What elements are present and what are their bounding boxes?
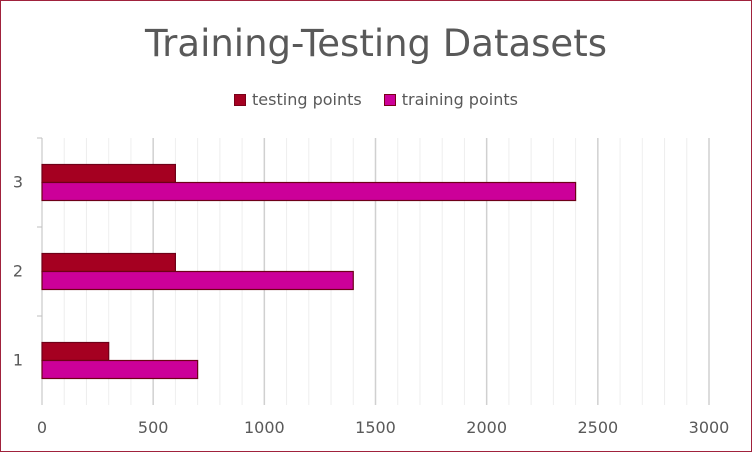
x-tick-label: 2000	[466, 418, 507, 437]
x-tick-label: 2500	[577, 418, 618, 437]
y-tick-label: 3	[13, 173, 23, 192]
x-tick-label: 1000	[244, 418, 285, 437]
chart-legend: testing points training points	[0, 90, 752, 109]
legend-label-testing: testing points	[252, 90, 362, 109]
legend-item-training: training points	[383, 90, 518, 109]
legend-swatch-testing	[234, 93, 247, 106]
y-tick-label: 2	[13, 262, 23, 281]
x-tick-label: 0	[37, 418, 47, 437]
x-tick-label: 500	[138, 418, 169, 437]
chart-title: Training-Testing Datasets	[145, 22, 607, 65]
legend-label-training: training points	[401, 90, 518, 109]
bar-testing-1	[41, 341, 110, 362]
x-tick-label: 1500	[355, 418, 396, 437]
bar-testing-3	[41, 163, 176, 184]
legend-swatch-training	[383, 93, 396, 106]
legend-item-testing: testing points	[234, 90, 362, 109]
bar-training-2	[41, 270, 354, 291]
x-tick-label: 3000	[689, 418, 730, 437]
bar-training-3	[41, 181, 577, 202]
bar-training-1	[41, 359, 199, 380]
bar-testing-2	[41, 252, 176, 273]
y-tick-label: 1	[13, 351, 23, 370]
